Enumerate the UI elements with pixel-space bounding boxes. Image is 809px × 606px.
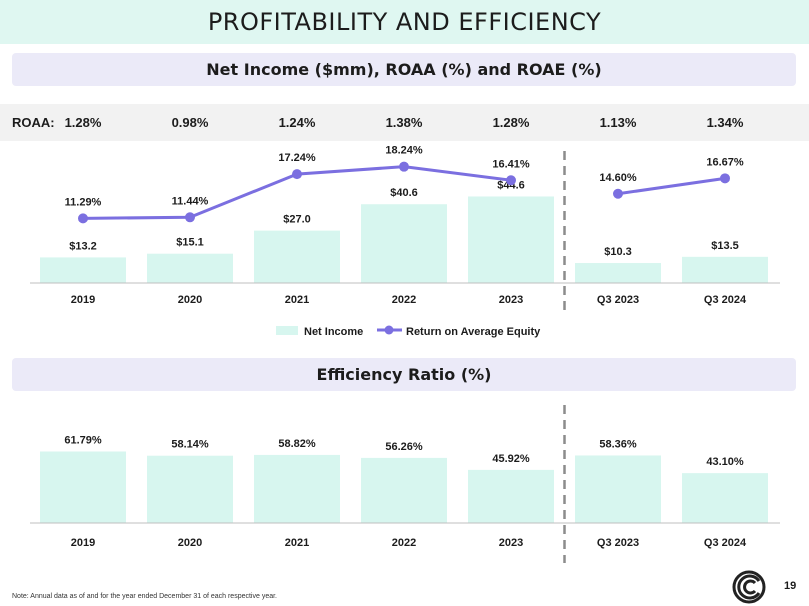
- x-tick-label: 2023: [499, 537, 523, 549]
- x-tick-label: 2022: [392, 537, 416, 549]
- bar-data-label: 45.92%: [492, 453, 530, 465]
- roae-data-label: 18.24%: [385, 145, 423, 157]
- net-income-bar: [147, 253, 233, 283]
- roae-point: [78, 213, 88, 224]
- bar-data-label: 56.26%: [385, 441, 423, 453]
- roae-point: [185, 212, 195, 223]
- roae-data-label: 14.60%: [599, 172, 637, 184]
- bar-data-label: 61.79%: [64, 435, 102, 447]
- x-tick-label: 2023: [499, 294, 523, 306]
- roae-data-label: 17.24%: [278, 152, 316, 164]
- page-number: 19: [784, 580, 797, 592]
- roae-data-label: 11.44%: [172, 195, 209, 207]
- efficiency-bar: [682, 473, 768, 523]
- bar-data-label: $13.2: [69, 240, 97, 252]
- efficiency-bar: [468, 469, 554, 523]
- legend-swatch-net-income: [276, 326, 298, 335]
- roae-point: [613, 188, 623, 199]
- roae-data-label: 16.41%: [492, 158, 530, 170]
- company-logo-icon: [732, 570, 766, 604]
- efficiency-bar: [40, 451, 126, 523]
- x-tick-label: Q3 2023: [597, 294, 639, 306]
- bar-data-label: 58.14%: [171, 439, 209, 451]
- roae-point: [506, 175, 516, 186]
- legend-label-roae: Return on Average Equity: [406, 326, 541, 338]
- roaa-value: 1.13%: [599, 115, 637, 130]
- efficiency-bar: [361, 457, 447, 523]
- net-income-bar: [575, 263, 661, 283]
- page-title: PROFITABILITY AND EFFICIENCY: [207, 8, 602, 36]
- net-income-bar: [682, 256, 768, 283]
- x-tick-label: 2019: [71, 294, 95, 306]
- x-tick-label: 2021: [285, 537, 309, 549]
- roaa-row: ROAA: 1.28% 0.98% 1.24% 1.38% 1.28% 1.13…: [0, 104, 809, 141]
- bar-data-label: $40.6: [390, 187, 418, 199]
- roaa-value: 0.98%: [171, 115, 209, 130]
- roaa-value: 1.24%: [278, 115, 316, 130]
- bar-data-label: 58.36%: [599, 438, 637, 450]
- x-tick-label: 2022: [392, 294, 416, 306]
- x-tick-label: Q3 2024: [704, 294, 747, 306]
- legend-marker-roae: [384, 325, 394, 335]
- efficiency-ratio-chart: 61.79% 2019 58.14% 2020 58.82% 2021 56.26% 2022…: [30, 405, 780, 563]
- roaa-value: 1.38%: [385, 115, 423, 130]
- net-income-roae-chart: $13.2 2019 $15.1 2020 $27.0 2021 $40.6 2022 $44.…: [30, 145, 780, 338]
- net-income-bar: [468, 196, 554, 283]
- x-tick-label: 2020: [178, 537, 202, 549]
- roaa-value: 1.34%: [706, 115, 744, 130]
- bar-data-label: $27.0: [283, 214, 311, 226]
- net-income-bar: [254, 230, 340, 283]
- net-income-chart-title: Net Income ($mm), ROAA (%) and ROAE (%): [12, 53, 796, 86]
- x-tick-label: 2021: [285, 294, 309, 306]
- x-tick-label: 2020: [178, 294, 202, 306]
- bar-data-label: $13.5: [711, 240, 739, 252]
- efficiency-bar: [147, 455, 233, 523]
- roaa-value: 1.28%: [64, 115, 102, 130]
- title-band: PROFITABILITY AND EFFICIENCY: [0, 0, 809, 44]
- bar-data-label: $44.6: [497, 179, 525, 191]
- net-income-bar: [40, 257, 126, 283]
- footnote: Note: Annual data as of and for the year…: [12, 593, 278, 600]
- bar-data-label: 43.10%: [706, 456, 744, 468]
- roaa-label: ROAA:: [12, 115, 55, 130]
- x-tick-label: Q3 2023: [597, 537, 639, 549]
- net-income-bar: [361, 204, 447, 283]
- bar-data-label: 58.82%: [278, 438, 316, 450]
- bar-data-label: $10.3: [604, 246, 632, 258]
- legend-label-net-income: Net Income: [304, 326, 363, 338]
- roae-point: [399, 161, 409, 172]
- roae-data-label: 16.67%: [706, 156, 744, 168]
- roae-point: [720, 173, 730, 184]
- efficiency-bar: [575, 455, 661, 523]
- efficiency-ratio-chart-title: Efficiency Ratio (%): [12, 358, 796, 391]
- roaa-value: 1.28%: [492, 115, 530, 130]
- efficiency-bar: [254, 454, 340, 523]
- roae-data-label: 11.29%: [65, 196, 102, 208]
- x-tick-label: 2019: [71, 537, 95, 549]
- roae-point: [292, 169, 302, 180]
- x-tick-label: Q3 2024: [704, 537, 747, 549]
- roae-series-line: [617, 176, 726, 196]
- bar-data-label: $15.1: [176, 237, 204, 249]
